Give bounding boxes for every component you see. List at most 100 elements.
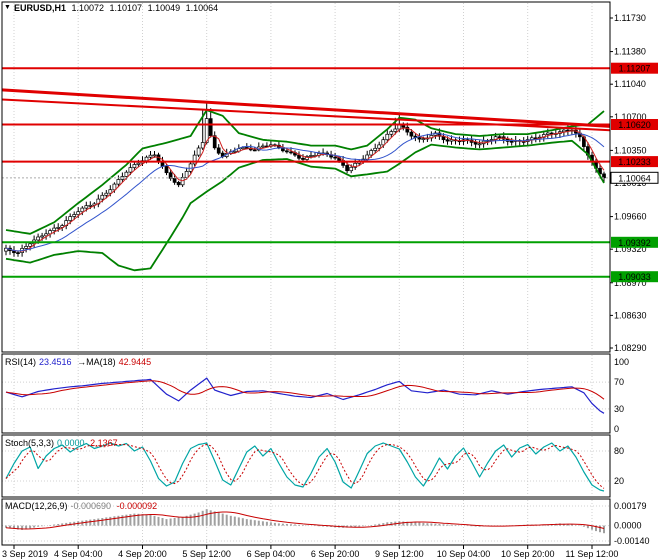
trend-line[interactable] [1,98,611,132]
rsi-line [5,377,605,414]
candle-body [108,189,113,194]
stoch-signal-line [5,443,605,489]
symbol-icon: ▼ [4,4,11,11]
macd-plot-area[interactable] [2,499,610,545]
macd-panel-border [1,498,611,546]
candle-body [100,194,105,200]
x-axis-label: 6 Sep 04:00 [247,549,296,559]
x-axis-label: 6 Sep 20:00 [311,549,360,559]
candle-body [52,227,57,231]
candle-body [36,236,40,241]
candle-body [56,227,61,229]
quote-open: 1.10072 [71,3,105,13]
y-axis-label: 1.08970 [614,278,647,288]
candle-body [44,233,48,237]
candle-body [216,147,221,154]
ma-slow-line [5,133,605,252]
candle-body [389,131,394,135]
candle-body [124,171,129,177]
price-level-badge[interactable] [611,119,658,130]
candle-body [184,171,189,178]
macd-signal-value: -0.000092 [116,501,158,511]
trend-line[interactable] [1,88,611,128]
candle-body [112,183,117,191]
candle-body [449,139,454,142]
y-axis-label: 1.08630 [614,310,647,320]
price-level-badge[interactable] [611,271,658,283]
candle-body [132,164,137,168]
price-level-badge-label: 1.09033 [618,272,651,282]
rsi-value: 23.4516 [39,357,72,367]
price-level-badge-label: 1.11207 [619,64,651,74]
candle-body [421,138,426,140]
rsi-axis-label: 0 [614,424,619,434]
candle-body [381,139,386,146]
candle-body [598,167,602,175]
x-axis-label: 11 Sep 12:00 [566,549,619,559]
candle-body [232,150,237,153]
candle-body [477,143,482,146]
candle-body [305,156,309,160]
candle-body [172,178,177,183]
price-level-badge-label: 1.09392 [618,238,651,248]
rsi-ma-line [5,380,605,400]
candle-body [24,246,28,249]
x-axis-label: 3 Sep 2019 [2,549,48,559]
candle-body [285,150,289,153]
candle-body [68,216,73,221]
price-level-badge[interactable] [611,156,658,168]
stoch-axis-label: 20 [614,476,624,486]
current-price-badge-label: 1.10064 [618,173,651,183]
quote-close: 1.10064 [185,3,219,13]
stoch-main-line [5,442,605,492]
main-panel-border [1,1,611,353]
rsi-indicator-name: RSI(14) [5,357,37,367]
candle-body [385,133,390,141]
candle-body [377,144,382,149]
candle-body [297,154,301,159]
candle-body [136,162,141,165]
candle-body [261,145,265,148]
x-axis-label: 10 Sep 04:00 [437,549,491,559]
candle-body [289,151,293,154]
x-axis-label: 10 Sep 20:00 [501,549,555,559]
price-plot-area[interactable] [2,2,610,352]
candle-body [76,211,81,215]
y-axis-label: 1.10700 [614,112,647,122]
candle-body [409,131,414,137]
candle-body [509,140,514,143]
stoch-indicator-name: Stoch(5,3,3) [5,438,55,448]
candle-body [200,142,205,149]
price-level-badge[interactable] [611,62,658,74]
x-axis-label: 9 Sep 12:00 [375,549,424,559]
bollinger-upper-line [5,109,605,235]
candle-body [345,165,349,172]
rsi-axis-label: 70 [614,377,624,387]
y-axis-label: 1.11380 [614,47,646,57]
symbol-title: EURUSD,H1 [13,3,66,13]
y-axis-label: 1.09320 [614,244,647,254]
candle-body [164,166,169,174]
candle-body [301,157,305,160]
candle-body [369,150,374,156]
macd-signal-line [5,511,605,530]
candle-body [196,147,201,156]
macd-axis-label: 0.00179 [614,501,647,511]
candle-body [545,132,550,135]
y-axis-label: 1.11040 [614,79,646,89]
candle-body [16,252,20,254]
rsi-ma-name: →MA(18) [77,357,116,367]
x-axis-label: 4 Sep 20:00 [118,549,167,559]
candle-body [144,156,149,162]
candle-body [208,118,213,137]
candle-body [192,154,197,165]
candle-body [204,118,209,143]
current-price-badge [610,171,659,184]
candle-body [349,166,354,172]
stoch-signal-value: 2.1367 [90,438,118,448]
price-level-badge[interactable] [611,236,658,248]
candle-body [212,135,217,149]
candle-body [445,139,450,142]
